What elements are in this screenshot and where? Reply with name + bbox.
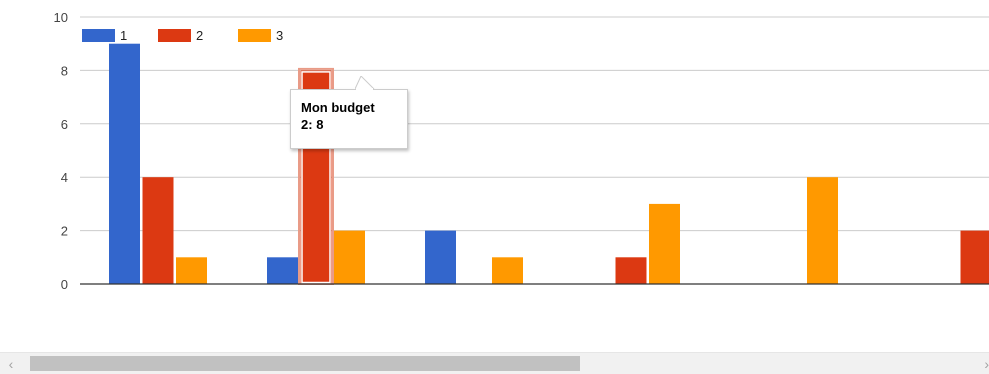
bar-series-3[interactable] [807,177,838,284]
y-tick-label: 2 [61,224,68,239]
bar-series-1[interactable] [425,230,456,284]
bar-series-2[interactable] [142,177,174,284]
legend: 1 2 3 [82,28,283,43]
scroll-thumb[interactable] [30,356,580,371]
y-tick-label: 8 [61,63,68,78]
y-tick-label: 6 [61,117,68,132]
y-tick-label: 0 [61,277,68,292]
bar-series-3[interactable] [334,230,365,284]
bar-series-2[interactable] [960,230,989,284]
legend-label-2: 2 [196,28,203,43]
legend-swatch-3 [238,29,271,42]
y-tick-label: 4 [61,170,68,185]
legend-swatch-1 [82,29,115,42]
tooltip: Mon budget 2: 8 [290,89,408,149]
bars [109,43,989,286]
horizontal-scrollbar[interactable]: ‹ › [0,352,989,374]
bar-series-3[interactable] [649,203,680,284]
legend-swatch-2 [158,29,191,42]
bar-series-3[interactable] [492,257,523,284]
y-tick-label: 10 [54,10,68,25]
bar-series-3[interactable] [176,257,207,284]
tooltip-value-row: 2: 8 [301,116,397,133]
bar-highlight-inner [301,71,331,284]
scroll-left-icon[interactable]: ‹ [8,355,14,372]
tooltip-value: 8 [316,117,324,132]
legend-label-1: 1 [120,28,127,43]
tooltip-series-label: 2: [301,117,313,132]
tooltip-title: Mon budget [301,100,375,115]
grid [80,16,989,232]
axis: 0 2 4 6 8 10 [54,10,989,292]
tooltip-pointer [355,76,375,90]
bar-series-1[interactable] [109,43,140,285]
bar-series-2[interactable] [615,257,647,284]
bar-series-1[interactable] [267,257,298,284]
legend-label-3: 3 [276,28,283,43]
scroll-right-icon[interactable]: › [984,355,989,372]
